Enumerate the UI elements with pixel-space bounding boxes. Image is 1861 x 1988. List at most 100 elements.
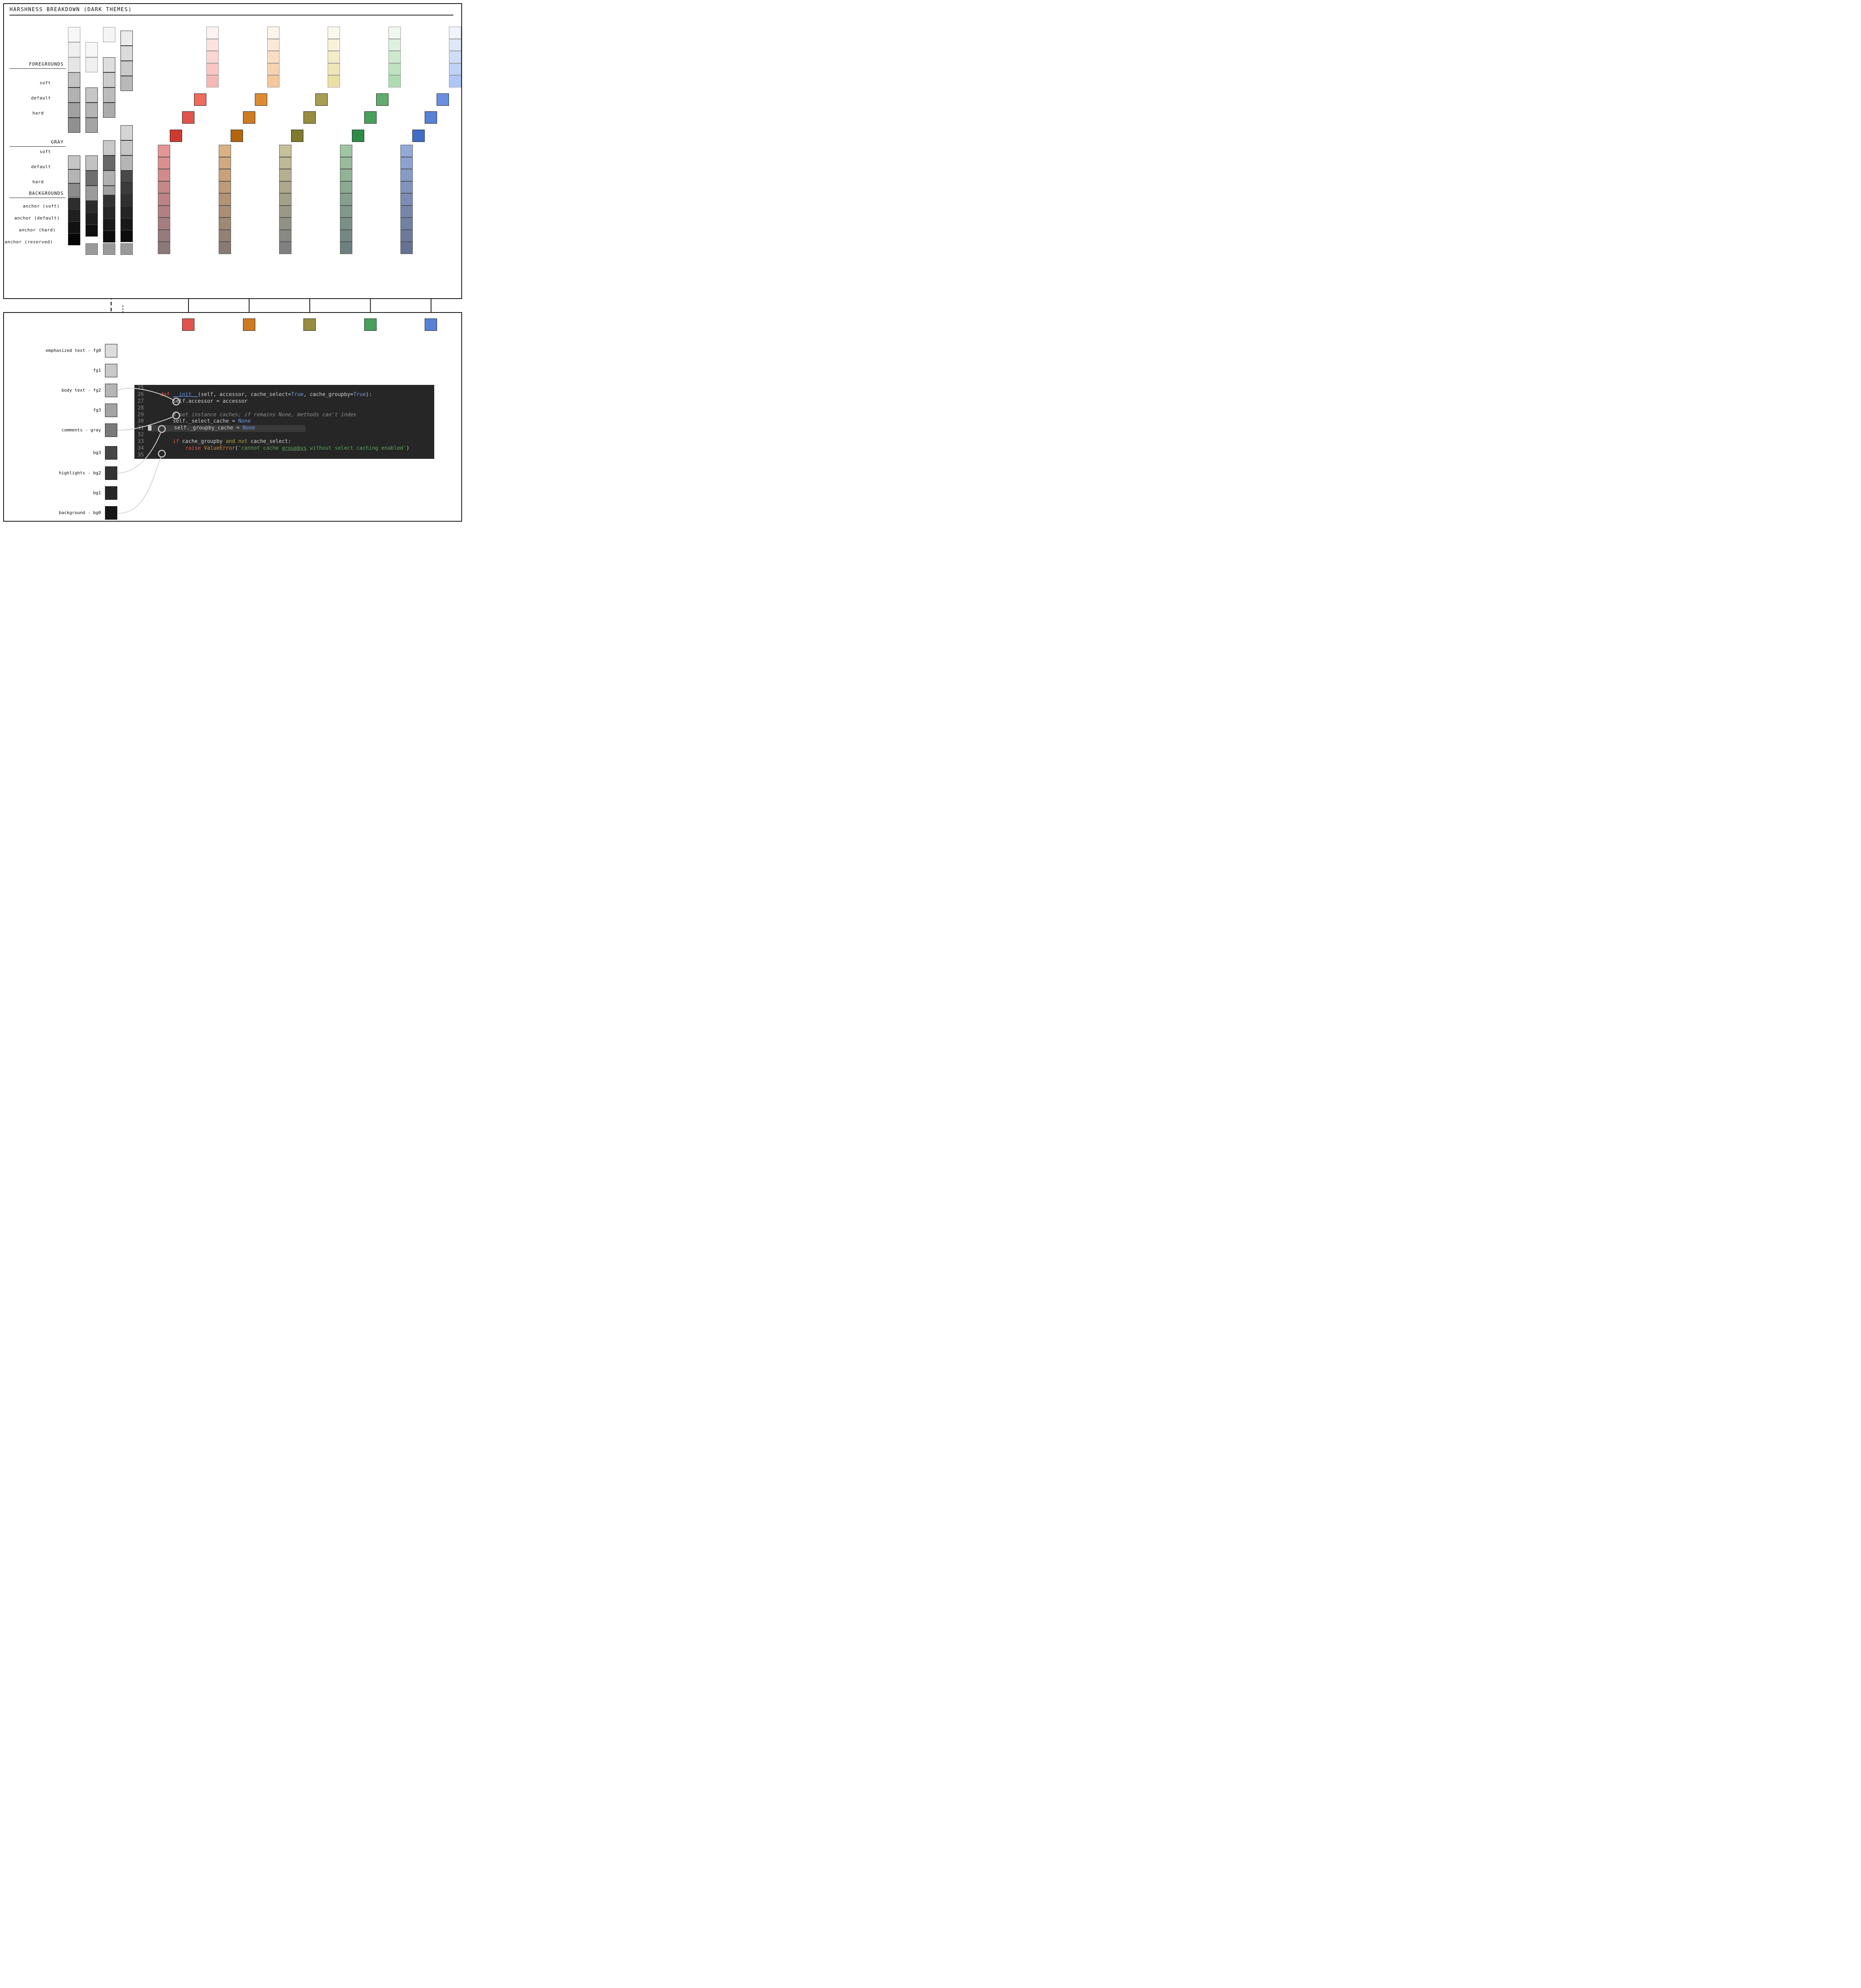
accent-default-swatch-green (364, 111, 377, 124)
gray-column-1-cell (85, 118, 98, 133)
gray-column-3-cell (120, 76, 133, 91)
code-token: groupbys (282, 445, 307, 452)
gray-column-1-cell (85, 243, 98, 255)
gray-column-2-cell (103, 231, 115, 243)
code-token (148, 445, 185, 451)
legend-swatch-7 (105, 486, 117, 500)
gradient-cell-orange (218, 157, 231, 169)
gradient-cell-green (340, 193, 352, 206)
tint-cell-green (388, 75, 401, 87)
gray-column-1-cell (85, 57, 98, 72)
gray-column-0-cell (68, 210, 80, 221)
accent-default-swatch-blue (425, 111, 437, 124)
gray-column-3-cell (120, 194, 133, 206)
code-text: if cache_groupby and not cache_select: (148, 439, 291, 445)
code-token: 'cannot cache (238, 445, 282, 452)
tint-cell-red (206, 75, 219, 87)
code-token: self._select_cache = (148, 418, 238, 425)
section-header-backgrounds: BACKGROUNDS (29, 190, 64, 196)
gray-column-1-cell (85, 171, 98, 186)
gradient-cell-orange (218, 205, 231, 217)
gradient-cell-olive (279, 229, 291, 242)
gradient-cell-red (158, 229, 170, 242)
gray-column-0-cell (68, 87, 80, 103)
legend-swatch-6 (105, 466, 117, 480)
level-label-9: anchor (reserved) (4, 239, 53, 245)
code-token (170, 392, 173, 398)
gradient-cell-red (158, 169, 170, 181)
legend-swatch-8 (105, 506, 117, 520)
gray-column-0-cell (68, 221, 80, 233)
section-underline (10, 146, 66, 147)
accent-soft-swatch-orange (254, 93, 267, 106)
title-underline (10, 15, 453, 16)
line-number: 31 (138, 425, 144, 431)
code-token: ( (235, 445, 238, 452)
code-token: raise (185, 445, 201, 452)
section-header-gray: GRAY (51, 139, 64, 145)
line-number: 26 (138, 391, 144, 398)
code-token: cache_select: (247, 439, 291, 445)
gradient-cell-blue (400, 193, 413, 206)
page-title: HARSHNESS BREAKDOWN (DARK THEMES) (10, 7, 132, 13)
level-label-5: hard (32, 179, 44, 184)
gradient-cell-blue (400, 242, 413, 254)
bottom-accent-swatch-blue (425, 318, 437, 331)
legend-label-6: highlights - bg2 (59, 470, 101, 476)
code-line-34: 34 raise ValueError('cannot cache groupb… (134, 445, 434, 452)
gradient-cell-olive (279, 205, 291, 217)
gray-column-3-cell (120, 171, 133, 182)
gradient-cell-orange (218, 193, 231, 206)
gray-column-0-cell (68, 27, 80, 42)
gradient-cell-olive (279, 145, 291, 157)
gradient-cell-green (340, 169, 352, 181)
gradient-cell-olive (279, 242, 291, 254)
gradient-cell-orange (218, 217, 231, 230)
code-line-32: 32 (134, 432, 434, 439)
gradient-cell-orange (218, 242, 231, 254)
code-token: ): (365, 391, 372, 398)
gradient-cell-olive (279, 217, 291, 230)
gray-column-2-cell (103, 219, 115, 231)
line-number: 33 (138, 439, 144, 445)
accent-soft-swatch-red (194, 93, 206, 106)
gradient-cell-green (340, 229, 352, 242)
gradient-cell-green (340, 205, 352, 217)
accent-soft-swatch-green (376, 93, 389, 106)
gradient-cell-red (158, 205, 170, 217)
gradient-cell-orange (218, 169, 231, 181)
tint-cell-orange (267, 63, 280, 75)
tint-cell-olive (328, 51, 340, 63)
code-line-28: 28 (134, 405, 434, 412)
code-token: # set instance caches; if remains None, … (148, 412, 357, 418)
highlighted-line-band (148, 425, 305, 432)
bottom-accent-swatch-olive (303, 318, 316, 331)
text-cursor (148, 425, 152, 431)
section-underline (10, 68, 66, 69)
legend-label-2: body text - fg2 (61, 388, 101, 393)
gradient-cell-blue (400, 205, 413, 217)
legend-swatch-2 (105, 384, 117, 397)
code-token: ) (406, 445, 410, 452)
code-token (148, 439, 173, 445)
accent-hard-swatch-orange (230, 130, 243, 142)
gradient-cell-blue (400, 157, 413, 169)
code-text: self.accessor = accessor (148, 398, 248, 404)
code-editor: 25 26 def __init__(self, accessor, cache_… (134, 385, 434, 459)
legend-label-7: bg1 (93, 490, 101, 495)
code-token: True (291, 391, 304, 398)
gray-column-0-cell (68, 42, 80, 57)
gray-column-3-cell (120, 243, 133, 255)
code-token: , cache_groupby= (303, 391, 354, 398)
accent-default-swatch-red (182, 111, 194, 124)
legend-swatch-0 (105, 344, 117, 357)
gradient-cell-red (158, 181, 170, 193)
legend-label-4: comments - gray (61, 427, 101, 433)
gray-column-0-cell (68, 169, 80, 183)
line-number: 35 (138, 452, 144, 458)
gradient-cell-blue (400, 145, 413, 157)
gradient-cell-orange (218, 145, 231, 157)
gray-column-0-cell (68, 155, 80, 169)
gray-column-1-cell (85, 87, 98, 103)
gray-column-0-cell (68, 57, 80, 72)
